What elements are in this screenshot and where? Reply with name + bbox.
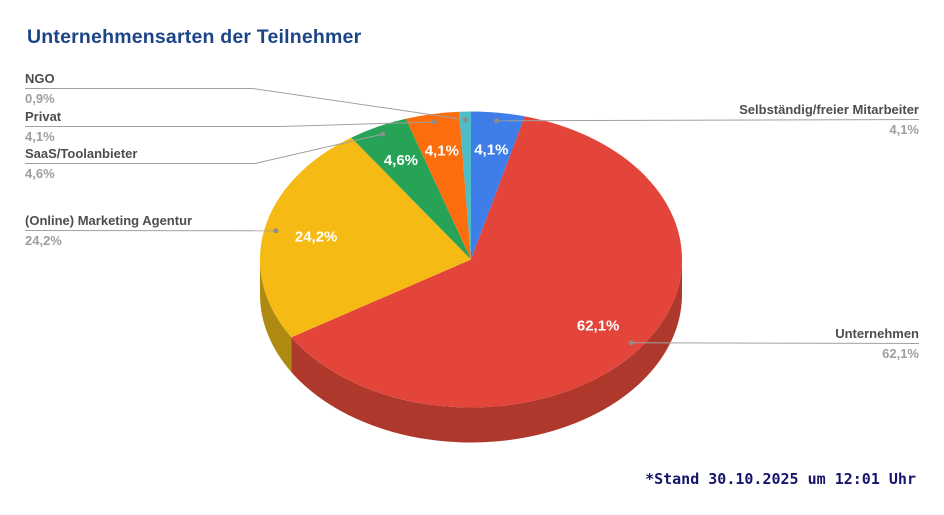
callout-label-name: NGO (25, 71, 55, 86)
callout-dot (628, 340, 634, 346)
pie-slice (471, 111, 525, 260)
slice-percentage-label: 4,1% (425, 142, 459, 159)
slice-percentage-label: 24,2% (295, 229, 338, 246)
slice-percentage-label: 4,1% (474, 141, 508, 158)
callout-label-selbstaendig: Selbständig/freier Mitarbeiter 4,1% (739, 102, 919, 136)
callout-dot (380, 131, 386, 137)
callout-dot (431, 119, 437, 125)
callout-dot (273, 228, 279, 234)
callout-line (631, 342, 920, 344)
callout-dot (462, 117, 468, 123)
pie-slice (459, 111, 471, 260)
pie-slice (259, 137, 471, 338)
callout-label-ngo: NGO 0,9% (25, 71, 55, 105)
callout-label-value: 4,1% (25, 129, 55, 144)
callout-label-value: 0,9% (25, 91, 55, 106)
callout-label-value: 62,1% (882, 346, 919, 361)
callout-label-value: 4,1% (889, 122, 919, 137)
callout-label-name: SaaS/Toolanbieter (25, 146, 138, 161)
pie-slice-side (260, 259, 292, 373)
pie-slice-side (291, 259, 682, 443)
callout-label-name: (Online) Marketing Agentur (25, 213, 193, 228)
footnote: *Stand 30.10.2025 um 12:01 Uhr (645, 470, 916, 488)
callout-line (25, 88, 466, 121)
callout-label-privat: Privat 4,1% (25, 109, 61, 143)
callout-label-value: 24,2% (25, 233, 62, 248)
pie-slice (405, 111, 471, 260)
slice-percentage-label: 4,6% (384, 152, 418, 169)
callout-line (25, 133, 383, 164)
callout-label-value: 4,6% (25, 166, 55, 181)
callout-dot (494, 118, 500, 124)
pie-slice (291, 116, 682, 408)
callout-label-unternehmen: Unternehmen 62,1% (835, 326, 919, 360)
callout-label-saas-toolanbieter: SaaS/Toolanbieter 4,6% (25, 146, 137, 180)
chart-title: Unternehmensarten der Teilnehmer (27, 26, 362, 48)
callout-label-name: Unternehmen (835, 326, 919, 341)
callout-label-marketing-agentur: (Online) Marketing Agentur 24,2% (25, 213, 192, 247)
callout-line (25, 121, 435, 127)
pie-slice (351, 118, 471, 260)
callout-label-name: Selbständig/freier Mitarbeiter (739, 102, 919, 117)
slice-percentage-label: 62,1% (577, 318, 620, 335)
callout-label-name: Privat (25, 109, 62, 124)
callout-line (496, 119, 920, 122)
